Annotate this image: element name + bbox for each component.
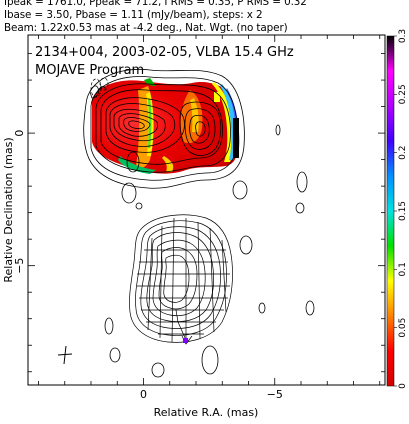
intensity-contours-south: [129, 214, 233, 345]
x-tick-label: 0: [140, 388, 147, 401]
y-axis-label: Relative Declination (mas): [2, 137, 15, 282]
x-tick-label: −5: [267, 388, 283, 401]
colorbar: [386, 35, 395, 387]
header-line-3: Beam: 1.22x0.53 mas at -4.2 deg., Nat. W…: [4, 22, 288, 34]
plot-title-line-2: MOJAVE Program: [35, 63, 144, 78]
header-line-1: Ipeak = 1761.0, Ppeak = 71.2, I RMS = 0.…: [4, 0, 307, 8]
dashed-contours: [90, 77, 109, 98]
plot-title-line-1: 2134+004, 2003-02-05, VLBA 15.4 GHz: [35, 45, 294, 60]
plot-frame: [27, 34, 386, 386]
colorbar-tick-label: 0.2: [398, 146, 408, 160]
y-tick-label: 0: [13, 130, 26, 137]
southern-polarization-spot: [183, 338, 188, 343]
intensity-contours-north: [83, 68, 245, 189]
axes: 0 −5 0 −5: [13, 35, 385, 401]
beam-marker: [57, 345, 73, 365]
colorbar-tick-label: 0.25: [398, 84, 408, 104]
colorbar-ticks: 0 0.05 0.1 0.15 0.2 0.25 0.3: [394, 29, 408, 389]
colorbar-tick-label: 0.15: [398, 201, 408, 221]
colorbar-tick-label: 0.1: [398, 262, 408, 276]
x-axis-label: Relative R.A. (mas): [154, 406, 259, 419]
y-tick-label: −5: [13, 258, 26, 274]
header-line-2: Ibase = 3.50, Pbase = 1.11 (mJy/beam), s…: [4, 9, 263, 21]
colorbar-tick-label: 0.05: [398, 318, 408, 338]
isolated-contours: [104, 124, 315, 378]
colorbar-tick-label: 0: [398, 383, 408, 389]
colorbar-tick-label: 0.3: [398, 29, 408, 43]
